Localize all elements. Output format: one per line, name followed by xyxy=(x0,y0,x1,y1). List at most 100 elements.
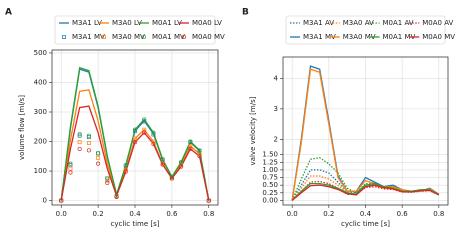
legend-label: M3A1 AV xyxy=(303,19,334,27)
legend-label: M0A0 LV xyxy=(192,19,222,27)
y-tick-label: 3 xyxy=(274,105,278,113)
y-tick-label: 400 xyxy=(34,78,47,86)
data-point xyxy=(86,135,91,140)
legend-label: M3A0 AV xyxy=(343,19,374,27)
x-tick-label: 0.6 xyxy=(397,210,409,218)
x-tick-label: 0.0 xyxy=(56,210,67,218)
data-point xyxy=(151,132,156,137)
x-tick-label: 0.8 xyxy=(433,210,444,218)
x-tick-label: 0.2 xyxy=(93,210,104,218)
data-point xyxy=(105,176,110,181)
data-point xyxy=(96,155,101,160)
data-point xyxy=(160,162,165,167)
legend-marker xyxy=(102,35,106,39)
legend-label: M0A0 MV xyxy=(422,33,455,41)
plot-frame xyxy=(282,56,449,206)
data-point xyxy=(151,139,156,144)
data-point xyxy=(123,169,128,174)
x-tick-label: 0.6 xyxy=(166,210,178,218)
legend-label: M0A0 AV xyxy=(422,19,453,27)
legend-frame xyxy=(285,15,446,45)
data-point xyxy=(179,164,184,169)
data-point xyxy=(206,198,211,203)
data-point xyxy=(179,160,184,165)
x-tick-label: 0.8 xyxy=(203,210,214,218)
y-axis-label: valve velocity [m/s] xyxy=(249,96,257,165)
legend-marker xyxy=(181,34,187,40)
legend-label: M0A0 MV xyxy=(192,33,225,41)
data-point xyxy=(68,166,73,171)
y-axis-label: volume flow [ml/s] xyxy=(18,95,26,160)
data-point xyxy=(151,141,156,146)
series-line xyxy=(291,182,440,201)
legend-label: M3A0 MV xyxy=(343,33,376,41)
x-tick-label: 0.2 xyxy=(323,210,334,218)
panel-label: B xyxy=(242,8,249,18)
data-point xyxy=(105,180,110,185)
data-point xyxy=(197,154,202,159)
plot-frame xyxy=(51,49,219,206)
y-tick-label: 200 xyxy=(34,138,47,146)
x-tick-label: 0.0 xyxy=(287,210,298,218)
data-point xyxy=(142,117,147,122)
x-tick-label: 0.4 xyxy=(360,210,372,218)
series-line xyxy=(291,184,440,201)
legend-label: M0A1 LV xyxy=(152,19,182,27)
x-tick-label: 0.4 xyxy=(129,210,141,218)
data-point xyxy=(188,146,193,151)
data-point xyxy=(123,167,128,172)
x-axis-label: cyclic time [s] xyxy=(111,220,160,228)
data-point xyxy=(123,163,128,168)
data-point xyxy=(86,133,91,138)
data-point xyxy=(86,141,91,145)
data-point xyxy=(151,130,156,135)
legend-label: M3A0 LV xyxy=(112,19,142,27)
series-line xyxy=(60,89,210,201)
data-point xyxy=(77,146,82,151)
y-tick-label: 0.75 xyxy=(262,174,278,182)
legend-label: M3A0 MV xyxy=(112,33,145,41)
data-point xyxy=(169,176,174,181)
series-line xyxy=(60,105,210,201)
legend-label: M0A1 MV xyxy=(383,33,416,41)
y-tick-label: 1.25 xyxy=(262,158,278,166)
y-tick-label: 1.50 xyxy=(262,151,278,159)
data-point xyxy=(114,194,119,200)
data-point xyxy=(188,139,193,144)
data-point xyxy=(197,148,202,153)
y-tick-label: 2 xyxy=(274,135,278,143)
data-point xyxy=(132,127,138,132)
legend-marker xyxy=(62,35,66,39)
legend-label: M3A1 LV xyxy=(72,19,102,27)
y-tick-label: 0.00 xyxy=(262,196,278,204)
data-point xyxy=(86,148,91,153)
legend-label: M3A1 MV xyxy=(72,33,105,41)
legend-marker xyxy=(141,34,147,40)
data-point xyxy=(68,170,73,175)
data-point xyxy=(96,151,101,156)
data-point xyxy=(132,140,138,145)
data-point xyxy=(142,119,147,124)
y-tick-label: 500 xyxy=(34,49,47,57)
data-point xyxy=(96,161,101,166)
legend-label: M3A1 MV xyxy=(303,33,336,41)
panel-label: A xyxy=(5,8,12,18)
y-tick-label: 0.50 xyxy=(262,181,278,189)
legend-frame xyxy=(54,15,216,45)
y-tick-label: 4 xyxy=(274,74,279,82)
data-point xyxy=(77,133,82,138)
legend-label: M0A1 AV xyxy=(383,19,414,27)
data-point xyxy=(77,140,82,145)
y-tick-label: 1.00 xyxy=(262,166,278,174)
data-point xyxy=(59,198,64,203)
y-tick-label: 300 xyxy=(34,108,47,116)
y-tick-label: 100 xyxy=(34,167,47,175)
data-point xyxy=(77,132,82,137)
y-tick-label: 0 xyxy=(43,197,47,205)
series-line xyxy=(60,66,210,201)
y-tick-label: 0.25 xyxy=(262,189,278,197)
data-point xyxy=(105,178,110,183)
legend-label: M0A1 MV xyxy=(152,33,185,41)
data-point xyxy=(169,174,174,180)
